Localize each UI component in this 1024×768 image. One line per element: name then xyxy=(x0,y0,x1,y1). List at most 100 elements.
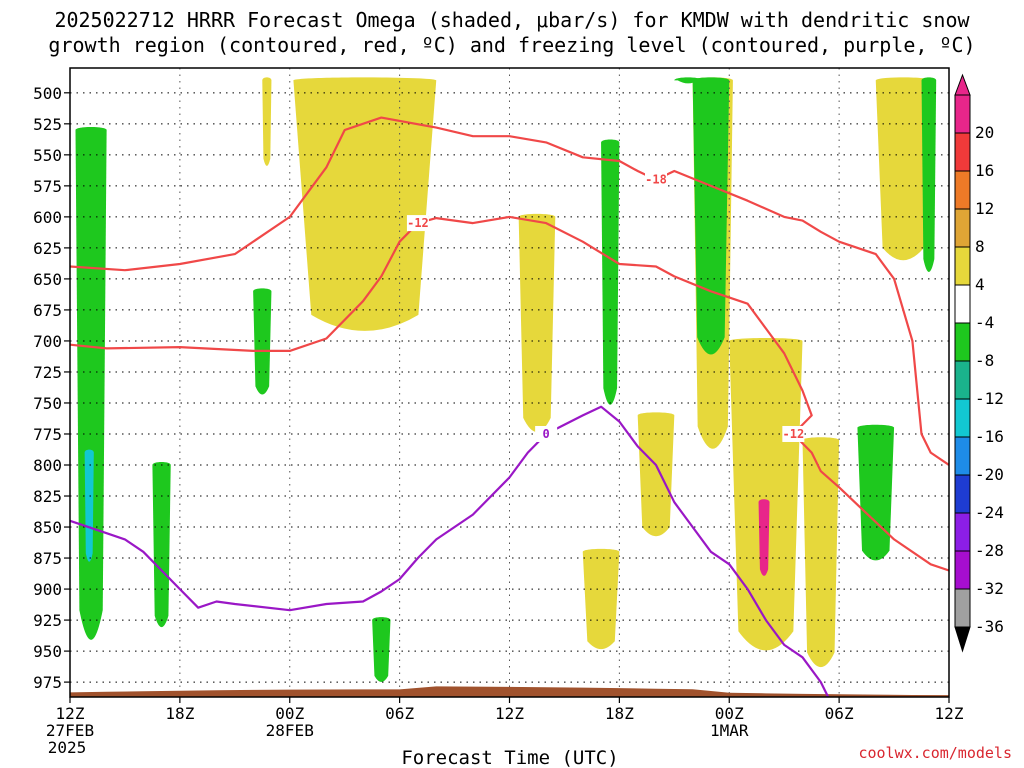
omega-region-12 xyxy=(372,617,391,683)
y-tick-label-11: 775 xyxy=(33,425,62,444)
freezing-level-label-bg-2-0 xyxy=(535,425,558,442)
x-tick-label-1-0: 18Z xyxy=(165,704,194,723)
x-tick-label-2-0: 00Z xyxy=(275,704,304,723)
y-tick-label-10: 750 xyxy=(33,394,62,413)
colorbar-cell-7 xyxy=(954,360,971,400)
omega-region-4 xyxy=(637,412,675,537)
omega-region-10 xyxy=(152,462,171,628)
y-tick-label-16: 900 xyxy=(33,580,62,599)
colorbar-label-6: -8 xyxy=(975,351,994,370)
colorbar-label-12: -32 xyxy=(975,579,1004,598)
chart-title-line2: growth region (contoured, red, ºC) and f… xyxy=(48,33,975,57)
terrain-strip xyxy=(70,686,949,697)
omega-region-7 xyxy=(802,437,840,668)
colorbar-label-2: 12 xyxy=(975,199,994,218)
omega-region-6 xyxy=(729,337,803,651)
omega-shading xyxy=(75,77,937,683)
omega-region-19 xyxy=(758,499,770,576)
isotherm-label-bg-1-0 xyxy=(406,215,429,232)
y-tick-label-13: 825 xyxy=(33,487,62,506)
x-tick-label-0-1: 27FEB xyxy=(46,721,94,740)
y-tick-label-5: 625 xyxy=(33,239,62,258)
x-tick-label-2-1: 28FEB xyxy=(266,721,314,740)
colorbar-label-0: 20 xyxy=(975,123,994,142)
x-tick-label-5-0: 18Z xyxy=(605,704,634,723)
colorbar-label-4: 4 xyxy=(975,275,985,294)
freezing-level-line-2 xyxy=(70,405,830,697)
omega-region-3 xyxy=(582,548,620,650)
credit-text: coolwx.com/models xyxy=(858,744,1012,762)
colorbar-cell-2 xyxy=(954,170,971,210)
y-tick-label-12: 800 xyxy=(33,456,62,475)
omega-region-15 xyxy=(692,77,730,355)
chart-title-line1: 2025022712 HRRR Forecast Omega (shaded, … xyxy=(54,8,970,32)
colorbar-cell-1 xyxy=(954,132,971,172)
y-tick-label-14: 850 xyxy=(33,518,62,537)
colorbar-label-3: 8 xyxy=(975,237,985,256)
freezing-level-label-2-0: 0 xyxy=(543,427,550,441)
omega-region-1 xyxy=(293,77,437,331)
x-axis-title: Forecast Time (UTC) xyxy=(401,747,618,768)
y-tick-label-7: 675 xyxy=(33,301,62,320)
x-tick-label-0-2: 2025 xyxy=(48,738,87,757)
isotherm-label-1-1: -12 xyxy=(783,427,805,441)
colorbar-cell-12 xyxy=(954,550,971,590)
y-tick-label-19: 975 xyxy=(33,673,62,692)
isotherm-label-0-0: -18 xyxy=(645,173,667,187)
y-tick-label-0: 500 xyxy=(33,84,62,103)
colorbar-label-11: -28 xyxy=(975,541,1004,560)
omega-region-17 xyxy=(921,77,937,272)
y-tick-label-4: 600 xyxy=(33,208,62,227)
y-tick-label-6: 650 xyxy=(33,270,62,289)
colorbar-label-5: -4 xyxy=(975,313,994,332)
colorbar-cell-11 xyxy=(954,512,971,552)
y-tick-label-8: 700 xyxy=(33,332,62,351)
y-tick-label-9: 725 xyxy=(33,363,62,382)
y-tick-label-3: 575 xyxy=(33,177,62,196)
omega-region-11 xyxy=(253,288,272,395)
colorbar-cell-8 xyxy=(954,398,971,438)
y-tick-label-15: 875 xyxy=(33,549,62,568)
isotherm-label-bg-1-1 xyxy=(782,425,805,442)
x-tick-label-6-0: 00Z xyxy=(715,704,744,723)
colorbar-cell-4 xyxy=(954,246,971,286)
colorbar-cell-0 xyxy=(954,94,971,134)
y-tick-label-2: 550 xyxy=(33,146,62,165)
colorbar-cell-9 xyxy=(954,436,971,476)
isotherm-line-0 xyxy=(70,116,949,466)
omega-region-16 xyxy=(857,424,895,561)
colorbar-label-1: 16 xyxy=(975,161,994,180)
omega-region-9 xyxy=(75,127,107,640)
y-tick-label-18: 950 xyxy=(33,642,62,661)
omega-region-18 xyxy=(84,449,94,562)
y-axis: 500 525 550 575 600 625 650 675 700 725 750 775 800 8… xyxy=(33,84,70,692)
colorbar-label-8: -16 xyxy=(975,427,1004,446)
colorbar-label-9: -20 xyxy=(975,465,1004,484)
omega-region-8 xyxy=(875,77,931,261)
isotherm-label-1-0: -12 xyxy=(407,216,429,230)
x-tick-label-7-0: 06Z xyxy=(825,704,854,723)
colorbar-label-10: -24 xyxy=(975,503,1004,522)
isotherm-line-1 xyxy=(70,215,949,572)
terrain-fill xyxy=(70,686,949,697)
colorbar-top-arrow xyxy=(954,73,971,96)
y-tick-label-1: 525 xyxy=(33,115,62,134)
omega-region-2 xyxy=(518,213,556,433)
y-tick-label-17: 925 xyxy=(33,611,62,630)
colorbar-cell-10 xyxy=(954,474,971,514)
colorbar-label-13: -36 xyxy=(975,617,1004,636)
x-tick-label-0-0: 12Z xyxy=(56,704,85,723)
contour-lines: -18 -12 -12 0 xyxy=(70,116,949,697)
colorbar-cell-3 xyxy=(954,208,971,248)
isotherm-label-bg-0-0 xyxy=(645,171,667,188)
colorbar: 20 16 12 8 4 -4 -8 -12 -16 -20 -24 -28 -32 -36 xyxy=(954,73,1004,653)
colorbar-cell-6 xyxy=(954,322,971,362)
x-tick-label-8-0: 12Z xyxy=(935,704,964,723)
colorbar-label-7: -12 xyxy=(975,389,1004,408)
omega-region-13 xyxy=(601,139,620,405)
x-tick-label-4-0: 12Z xyxy=(495,704,524,723)
x-tick-label-6-1: 1MAR xyxy=(710,721,749,740)
colorbar-bottom-arrow xyxy=(954,626,971,653)
